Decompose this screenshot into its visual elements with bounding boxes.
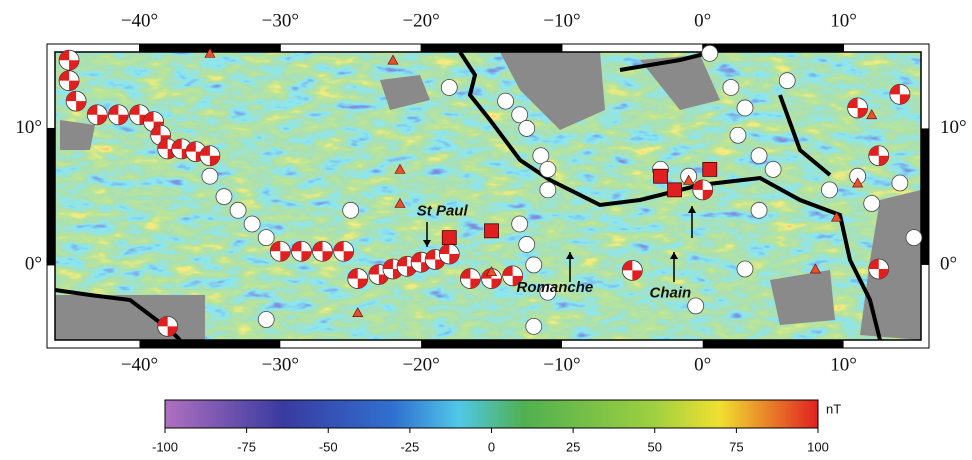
colorbar-tick-label: -75 [237, 439, 256, 454]
event [751, 148, 767, 164]
focal-mechanism [59, 71, 79, 91]
colorbar-tick-label: 0 [488, 439, 495, 454]
y-tick-label-right: 10° [940, 117, 967, 138]
event [730, 127, 746, 143]
station [485, 224, 499, 238]
focal-mechanism [200, 146, 220, 166]
frame-bar [139, 340, 280, 348]
x-tick-label-top: −40° [121, 10, 158, 31]
event [519, 120, 535, 136]
station [703, 162, 717, 176]
event [540, 182, 556, 198]
event [540, 161, 556, 177]
frame-bar [703, 340, 844, 348]
event [441, 79, 457, 95]
event [779, 73, 795, 89]
x-tick-label-bottom: −40° [121, 354, 158, 375]
x-tick-label-top: 10° [830, 10, 857, 31]
event [765, 161, 781, 177]
focal-mechanism [348, 269, 368, 289]
map-area [55, 45, 921, 340]
focal-mechanism [622, 260, 642, 280]
frame-bar [421, 44, 562, 52]
colorbar-tick-label: -50 [319, 439, 338, 454]
station [668, 183, 682, 197]
event [519, 236, 535, 252]
colorbar-tick-label: 100 [807, 439, 829, 454]
focal-mechanism [890, 84, 910, 104]
focal-mechanism [869, 146, 889, 166]
event [526, 257, 542, 273]
event [216, 189, 232, 205]
event [498, 93, 514, 109]
y-tick-label-left: 0° [25, 253, 42, 274]
colorbar-tick-label: -25 [400, 439, 419, 454]
event [737, 261, 753, 277]
figure: −40° −40° −30° −30° −20° −20° −10° −10° 0° 0° 10° 1… [0, 0, 972, 460]
event [258, 312, 274, 328]
frame-bar [421, 340, 562, 348]
colorbar-label: nT [826, 401, 841, 416]
frame-bar [921, 128, 929, 264]
focal-mechanism [87, 105, 107, 125]
event [864, 196, 880, 212]
y-tick-label-right: 0° [940, 253, 957, 274]
focal-mechanism [460, 269, 480, 289]
y-tick-label-left: 10° [15, 117, 42, 138]
event [751, 202, 767, 218]
focal-mechanism [334, 241, 354, 261]
focal-mechanism [439, 244, 459, 264]
event [723, 79, 739, 95]
event [892, 175, 908, 191]
colorbar-tick-label: -100 [152, 439, 178, 454]
x-tick-label-top: −20° [402, 10, 439, 31]
focal-mechanism [158, 316, 178, 336]
frame-bar [703, 44, 844, 52]
colorbar-tick-label: 50 [648, 439, 662, 454]
event [526, 318, 542, 334]
event [737, 100, 753, 116]
event [702, 45, 718, 61]
event [202, 168, 218, 184]
focal-mechanism [848, 98, 868, 118]
x-tick-label-top: −30° [262, 10, 299, 31]
event [512, 216, 528, 232]
colorbar-tick-label: 25 [566, 439, 580, 454]
focal-mechanism [270, 241, 290, 261]
x-tick-label-top: 0° [694, 10, 711, 31]
focal-mechanism [66, 91, 86, 111]
focal-mechanism [59, 50, 79, 70]
event [258, 230, 274, 246]
x-tick-label-bottom: −20° [402, 354, 439, 375]
colorbar-tick-label: 75 [729, 439, 743, 454]
annotation: St Paul [417, 203, 469, 220]
x-tick-label-bottom: −10° [543, 354, 580, 375]
x-tick-label-bottom: 0° [694, 354, 711, 375]
event [230, 202, 246, 218]
focal-mechanism [108, 105, 128, 125]
annotation: Romanche [517, 279, 594, 296]
frame-bar [47, 128, 55, 264]
annotation: Chain [650, 285, 692, 302]
event [343, 202, 359, 218]
focal-mechanism [313, 241, 333, 261]
x-tick-label-top: −10° [543, 10, 580, 31]
focal-mechanism [869, 259, 889, 279]
x-tick-label-bottom: 10° [830, 354, 857, 375]
x-tick-label-bottom: −30° [262, 354, 299, 375]
event [906, 230, 922, 246]
event [821, 182, 837, 198]
station [442, 231, 456, 245]
focal-mechanism [291, 241, 311, 261]
colorbar [165, 400, 818, 428]
station [653, 169, 667, 183]
focal-mechanism [693, 180, 713, 200]
event [244, 216, 260, 232]
